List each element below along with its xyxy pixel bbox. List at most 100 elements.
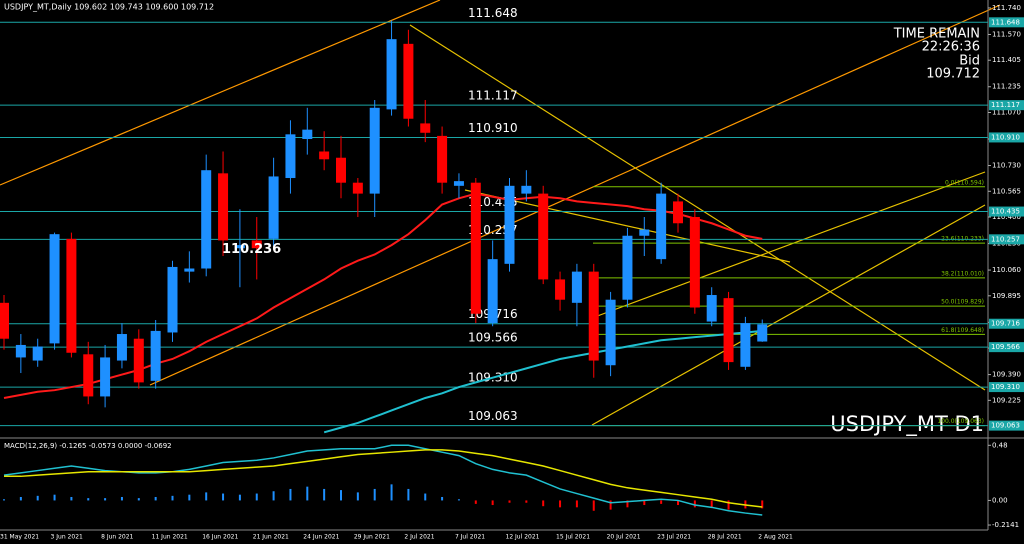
macd-bar	[3, 499, 5, 501]
candle-body	[622, 235, 633, 300]
level-axis-box	[989, 100, 1024, 111]
level-axis-box	[989, 420, 1024, 431]
macd-bar	[120, 496, 123, 501]
level-axis-box	[989, 234, 1024, 245]
macd-bar	[575, 500, 578, 508]
macd-bar	[222, 493, 225, 501]
candle-body	[723, 298, 734, 363]
macd-bar	[356, 492, 359, 501]
trend-lines	[0, 0, 1001, 426]
y-tick-label: 110.400	[992, 213, 1021, 221]
candle-body	[32, 346, 43, 361]
macd-bar	[53, 494, 56, 501]
candle-body	[336, 157, 346, 183]
level-label: 109.566	[468, 331, 518, 345]
candle-body	[706, 295, 717, 322]
macd-bar	[626, 500, 629, 508]
macd-bar	[643, 500, 646, 506]
macd-bar	[542, 500, 545, 507]
macd-bar	[441, 496, 444, 501]
macd-line	[3, 444, 763, 516]
x-tick-label: 20 Jul 2021	[607, 534, 641, 541]
level-axis-box	[989, 132, 1024, 143]
trend-line	[591, 204, 986, 426]
macd-bar	[205, 492, 208, 501]
y-tick-label: 109.895	[992, 292, 1021, 300]
info-text: 109.712	[926, 67, 980, 82]
macd-bar	[693, 500, 696, 508]
macd-bar	[70, 496, 73, 501]
y-tick-label: 109.225	[992, 396, 1021, 404]
fib-label: 61.8(109.648)	[941, 327, 984, 334]
macd-bar	[87, 498, 90, 501]
trend-line	[409, 24, 986, 391]
candle-body	[487, 259, 498, 324]
candle-body	[167, 266, 178, 333]
candle-body	[656, 193, 667, 260]
macd-bar	[761, 500, 764, 509]
chart-header: USDJPY_MT,Daily 109.602 109.743 109.600 …	[4, 3, 214, 12]
level-label: 111.648	[468, 6, 518, 20]
y-tick-label: 111.070	[992, 108, 1021, 116]
candle-body	[420, 123, 431, 133]
level-axis-box	[989, 382, 1024, 393]
macd-bar	[592, 500, 595, 511]
fib-label: 0.0(110.594)	[945, 179, 984, 186]
x-tick-label: 11 Jun 2021	[152, 534, 188, 541]
macd-bar	[137, 498, 140, 501]
x-tick-label: 2 Jul 2021	[404, 534, 434, 541]
trend-line	[591, 171, 986, 319]
fib-label: 100.0(109.063)	[937, 418, 984, 425]
x-tick-label: 23 Jul 2021	[657, 534, 691, 541]
macd-bar	[424, 493, 427, 501]
x-tick-label: 15 Jul 2021	[556, 534, 590, 541]
level-axis-label: 110.257	[991, 235, 1020, 243]
fib-label: 38.2(110.010)	[941, 270, 984, 277]
candle-body	[150, 330, 161, 381]
candle-body	[83, 354, 94, 397]
macd-bar	[272, 491, 275, 501]
info-text: 22:26:36	[922, 40, 980, 55]
candle-body	[251, 240, 262, 249]
x-tick-label: 21 Jun 2021	[253, 534, 289, 541]
candle-body	[740, 323, 751, 367]
level-axis-box	[989, 318, 1024, 329]
macd-bar	[306, 486, 309, 501]
macd-bar	[188, 494, 191, 501]
candle-body	[100, 357, 111, 397]
macd-bar	[323, 488, 326, 501]
y-tick-label: 0.00	[992, 496, 1008, 504]
x-tick-label: 31 May 2021	[0, 534, 39, 541]
candle-body	[403, 43, 414, 119]
level-axis-label: 109.063	[991, 422, 1020, 430]
candle-body	[133, 338, 144, 383]
candle-body	[555, 279, 566, 300]
level-axis-label: 109.310	[991, 383, 1020, 391]
y-tick-label: -0.2141	[992, 521, 1019, 529]
x-tick-label: 16 Jun 2021	[202, 534, 238, 541]
candle-body	[538, 193, 549, 280]
macd-bar	[238, 494, 241, 501]
y-tick-label: 0.48	[992, 441, 1008, 449]
info-text: Bid	[959, 54, 980, 69]
macd-bar	[104, 498, 107, 501]
macd-bar	[340, 490, 342, 501]
info-text: TIME REMAIN	[893, 27, 980, 42]
macd-bar	[559, 500, 562, 508]
level-axis-label: 110.910	[991, 133, 1020, 141]
x-tick-label: 12 Jul 2021	[506, 534, 540, 541]
candle-body	[49, 234, 60, 344]
macd-bar	[373, 488, 376, 501]
macd-bar	[407, 488, 410, 501]
candle-body	[302, 129, 313, 140]
level-axis-label: 111.117	[991, 101, 1020, 109]
candle-body	[268, 176, 279, 239]
macd-bar	[289, 488, 292, 501]
x-tick-label: 3 Jun 2021	[51, 534, 83, 541]
macd-bar	[660, 500, 663, 504]
candle-body	[521, 185, 532, 194]
candle-body	[352, 182, 363, 194]
level-axis-box	[989, 206, 1024, 217]
fib-label: 50.0(109.829)	[941, 299, 984, 306]
